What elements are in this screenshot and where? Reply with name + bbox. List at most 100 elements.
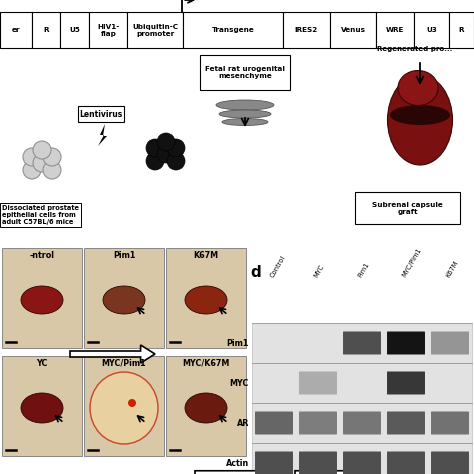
FancyBboxPatch shape [343,411,381,435]
Circle shape [33,141,51,159]
FancyBboxPatch shape [299,372,337,394]
Text: YC: YC [36,359,48,368]
Ellipse shape [21,286,63,314]
Text: Actin: Actin [226,458,249,467]
FancyBboxPatch shape [255,452,293,474]
Bar [355,192,460,224]
FancyBboxPatch shape [387,411,425,435]
Bar [84,356,164,456]
FancyBboxPatch shape [431,411,469,435]
Circle shape [167,139,185,157]
Bar [78,106,124,122]
Bar [90,12,128,48]
Circle shape [167,152,185,170]
Text: MYC/K67M: MYC/K67M [182,359,230,368]
Text: Regenerated pro...: Regenerated pro... [377,46,453,52]
Text: Ubiquitin-C
promoter: Ubiquitin-C promoter [132,24,178,36]
Ellipse shape [21,393,63,423]
Circle shape [146,152,164,170]
FancyBboxPatch shape [343,331,381,355]
Bar [200,55,290,90]
Bar [252,403,472,443]
Bar [2,248,82,348]
Bar [376,12,414,48]
FancyBboxPatch shape [255,411,293,435]
Bar [2,356,82,456]
Text: MYC: MYC [229,379,249,388]
Circle shape [43,161,61,179]
FancyBboxPatch shape [343,372,381,394]
Circle shape [157,133,175,151]
Text: R: R [459,27,464,33]
Bar [449,12,474,48]
Text: d: d [250,265,261,280]
Ellipse shape [185,286,227,314]
FancyBboxPatch shape [431,331,469,355]
Ellipse shape [216,100,274,110]
Bar [252,323,472,363]
Text: U5: U5 [70,27,81,33]
Text: -ntrol: -ntrol [29,251,55,260]
Bar [329,12,376,48]
Text: Venus: Venus [340,27,365,33]
Text: Subrenal capsule
graft: Subrenal capsule graft [372,201,443,215]
Bar [0,12,32,48]
Bar [183,12,283,48]
Text: R: R [43,27,49,33]
Text: K67M: K67M [445,259,459,278]
Text: WRE: WRE [386,27,405,33]
Text: IRES2: IRES2 [294,27,318,33]
Bar [252,363,472,403]
Ellipse shape [222,118,268,126]
Bar [84,248,164,348]
Text: MYC: MYC [313,263,325,278]
Text: er: er [11,27,20,33]
FancyBboxPatch shape [299,411,337,435]
Text: MYC/Pim1: MYC/Pim1 [102,359,146,368]
Polygon shape [70,345,155,363]
Circle shape [23,148,41,166]
Text: Lentivirus: Lentivirus [79,109,123,118]
Circle shape [157,145,175,163]
Polygon shape [98,124,107,146]
FancyBboxPatch shape [431,452,469,474]
Circle shape [33,154,51,172]
FancyBboxPatch shape [387,452,425,474]
FancyBboxPatch shape [387,331,425,355]
Polygon shape [195,464,290,474]
Bar [61,12,90,48]
FancyBboxPatch shape [387,372,425,394]
Text: Fetal rat urogenital
mesenchyme: Fetal rat urogenital mesenchyme [205,66,285,79]
Text: K67M: K67M [193,251,219,260]
Ellipse shape [398,71,438,106]
Bar [252,443,472,474]
Text: U3: U3 [426,27,437,33]
FancyBboxPatch shape [343,452,381,474]
Ellipse shape [390,105,450,125]
Text: Pim1: Pim1 [113,251,135,260]
Text: Dissociated prostate
epithelial cells from
adult C57BL/6 mice: Dissociated prostate epithelial cells fr… [2,205,79,225]
Polygon shape [295,464,365,474]
Text: Pim1: Pim1 [227,338,249,347]
Text: Pim1: Pim1 [357,261,370,278]
Text: AR: AR [237,419,249,428]
Ellipse shape [219,110,271,118]
Ellipse shape [103,286,145,314]
Text: HIV1-
flap: HIV1- flap [97,24,119,36]
Ellipse shape [388,75,453,165]
Bar [32,12,61,48]
Ellipse shape [185,393,227,423]
Bar [128,12,183,48]
Bar [283,12,329,48]
FancyBboxPatch shape [299,452,337,474]
Ellipse shape [90,372,158,444]
Circle shape [23,161,41,179]
Bar [166,356,246,456]
Bar [414,12,449,48]
Circle shape [128,399,136,407]
Text: MYC/Pim1: MYC/Pim1 [401,247,422,278]
Text: Control: Control [269,254,286,278]
Text: Transgene: Transgene [211,27,255,33]
Circle shape [146,139,164,157]
Circle shape [43,148,61,166]
